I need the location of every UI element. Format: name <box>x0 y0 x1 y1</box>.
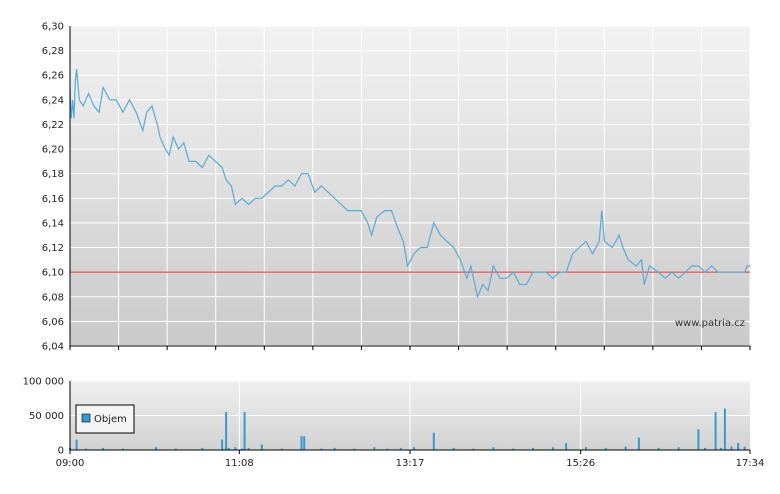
volume-x-tick-label: 13:17 <box>396 458 425 469</box>
price-y-tick-label: 6,04 <box>42 342 64 353</box>
volume-y-tick-label: 100 000 <box>23 377 64 388</box>
volume-bar <box>247 447 250 450</box>
volume-bar <box>657 447 660 450</box>
price-y-tick-label: 6,16 <box>42 194 64 205</box>
price-y-tick-label: 6,20 <box>42 145 64 156</box>
volume-bar <box>333 447 336 450</box>
volume-bar <box>225 412 228 450</box>
volume-y-tick-label: 0 <box>58 446 64 457</box>
volume-bar <box>604 447 607 450</box>
volume-bar <box>492 447 495 450</box>
price-y-tick-label: 6,24 <box>42 95 64 106</box>
price-y-tick-label: 6,12 <box>42 243 64 254</box>
price-y-tick-label: 6,08 <box>42 292 64 303</box>
volume-bar <box>243 412 246 450</box>
volume-bar <box>373 447 376 450</box>
volume-bar <box>743 446 746 450</box>
volume-bar <box>472 448 475 450</box>
volume-bar <box>677 447 680 450</box>
volume-bar <box>719 447 722 450</box>
volume-y-tick-label: 50 000 <box>29 411 64 422</box>
price-y-tick-label: 6,10 <box>42 268 64 279</box>
price-y-tick-label: 6,26 <box>42 71 64 82</box>
volume-bar <box>585 447 587 450</box>
volume-bar <box>201 447 204 450</box>
volume-bar <box>221 439 224 450</box>
volume-bar <box>300 436 303 450</box>
volume-bar <box>227 447 230 450</box>
volume-bar <box>121 448 124 450</box>
watermark-text: www.patria.cz <box>675 318 745 329</box>
volume-bar <box>386 448 389 450</box>
volume-bar <box>102 447 105 450</box>
volume-x-tick-label: 11:08 <box>225 458 254 469</box>
price-y-tick-label: 6,22 <box>42 120 64 131</box>
volume-y-tick-labels: 0 50 000 100 000 <box>23 377 64 457</box>
volume-bar <box>399 447 402 450</box>
volume-grid <box>70 380 750 450</box>
price-y-tick-label: 6,18 <box>42 169 64 180</box>
volume-bar <box>432 432 435 451</box>
legend-box <box>75 404 135 434</box>
volume-bar <box>413 447 415 450</box>
volume-bar <box>512 448 515 450</box>
volume-bar <box>155 447 157 450</box>
volume-bar <box>565 443 568 450</box>
volume-x-tick-label: 15:26 <box>566 458 595 469</box>
volume-x-tick-labels: 09:00 11:08 13:17 15:26 17:34 <box>56 450 765 469</box>
price-y-tick-label: 6,14 <box>42 218 64 229</box>
price-x-tick-marks <box>69 346 751 350</box>
volume-bar <box>704 447 706 450</box>
volume-bar <box>241 448 243 450</box>
price-y-tick-label: 6,06 <box>42 317 64 328</box>
legend-swatch-objem <box>81 413 91 423</box>
volume-bar <box>452 447 455 450</box>
legend-label-objem: Objem <box>94 414 127 425</box>
volume-bar <box>320 448 323 450</box>
volume-bar <box>637 437 640 450</box>
price-y-tick-label: 6,28 <box>42 46 64 57</box>
volume-bar <box>280 448 283 450</box>
price-y-tick-label: 6,30 <box>42 22 64 33</box>
volume-bar <box>737 443 740 450</box>
volume-bar <box>730 446 733 450</box>
volume-bar <box>303 436 306 450</box>
volume-bar <box>624 446 627 450</box>
volume-bar <box>532 447 534 450</box>
volume-bar <box>551 447 554 450</box>
volume-bar <box>75 439 78 450</box>
volume-bar <box>174 448 177 450</box>
volume-bar <box>723 408 726 450</box>
volume-bar <box>353 448 356 450</box>
volume-bar <box>234 447 237 450</box>
volume-bar <box>260 444 263 450</box>
volume-bar <box>84 448 87 450</box>
volume-x-tick-label: 09:00 <box>56 458 85 469</box>
volume-legend: Objem <box>75 404 135 434</box>
volume-x-tick-label: 17:34 <box>736 458 765 469</box>
volume-bars <box>69 408 746 451</box>
price-y-tick-labels: 6,04 6,06 6,08 6,10 6,12 6,14 6,16 6,18 6,20 6,22… <box>42 22 64 353</box>
price-series-line <box>69 69 750 299</box>
volume-bar <box>714 412 717 450</box>
volume-bar <box>697 429 700 450</box>
